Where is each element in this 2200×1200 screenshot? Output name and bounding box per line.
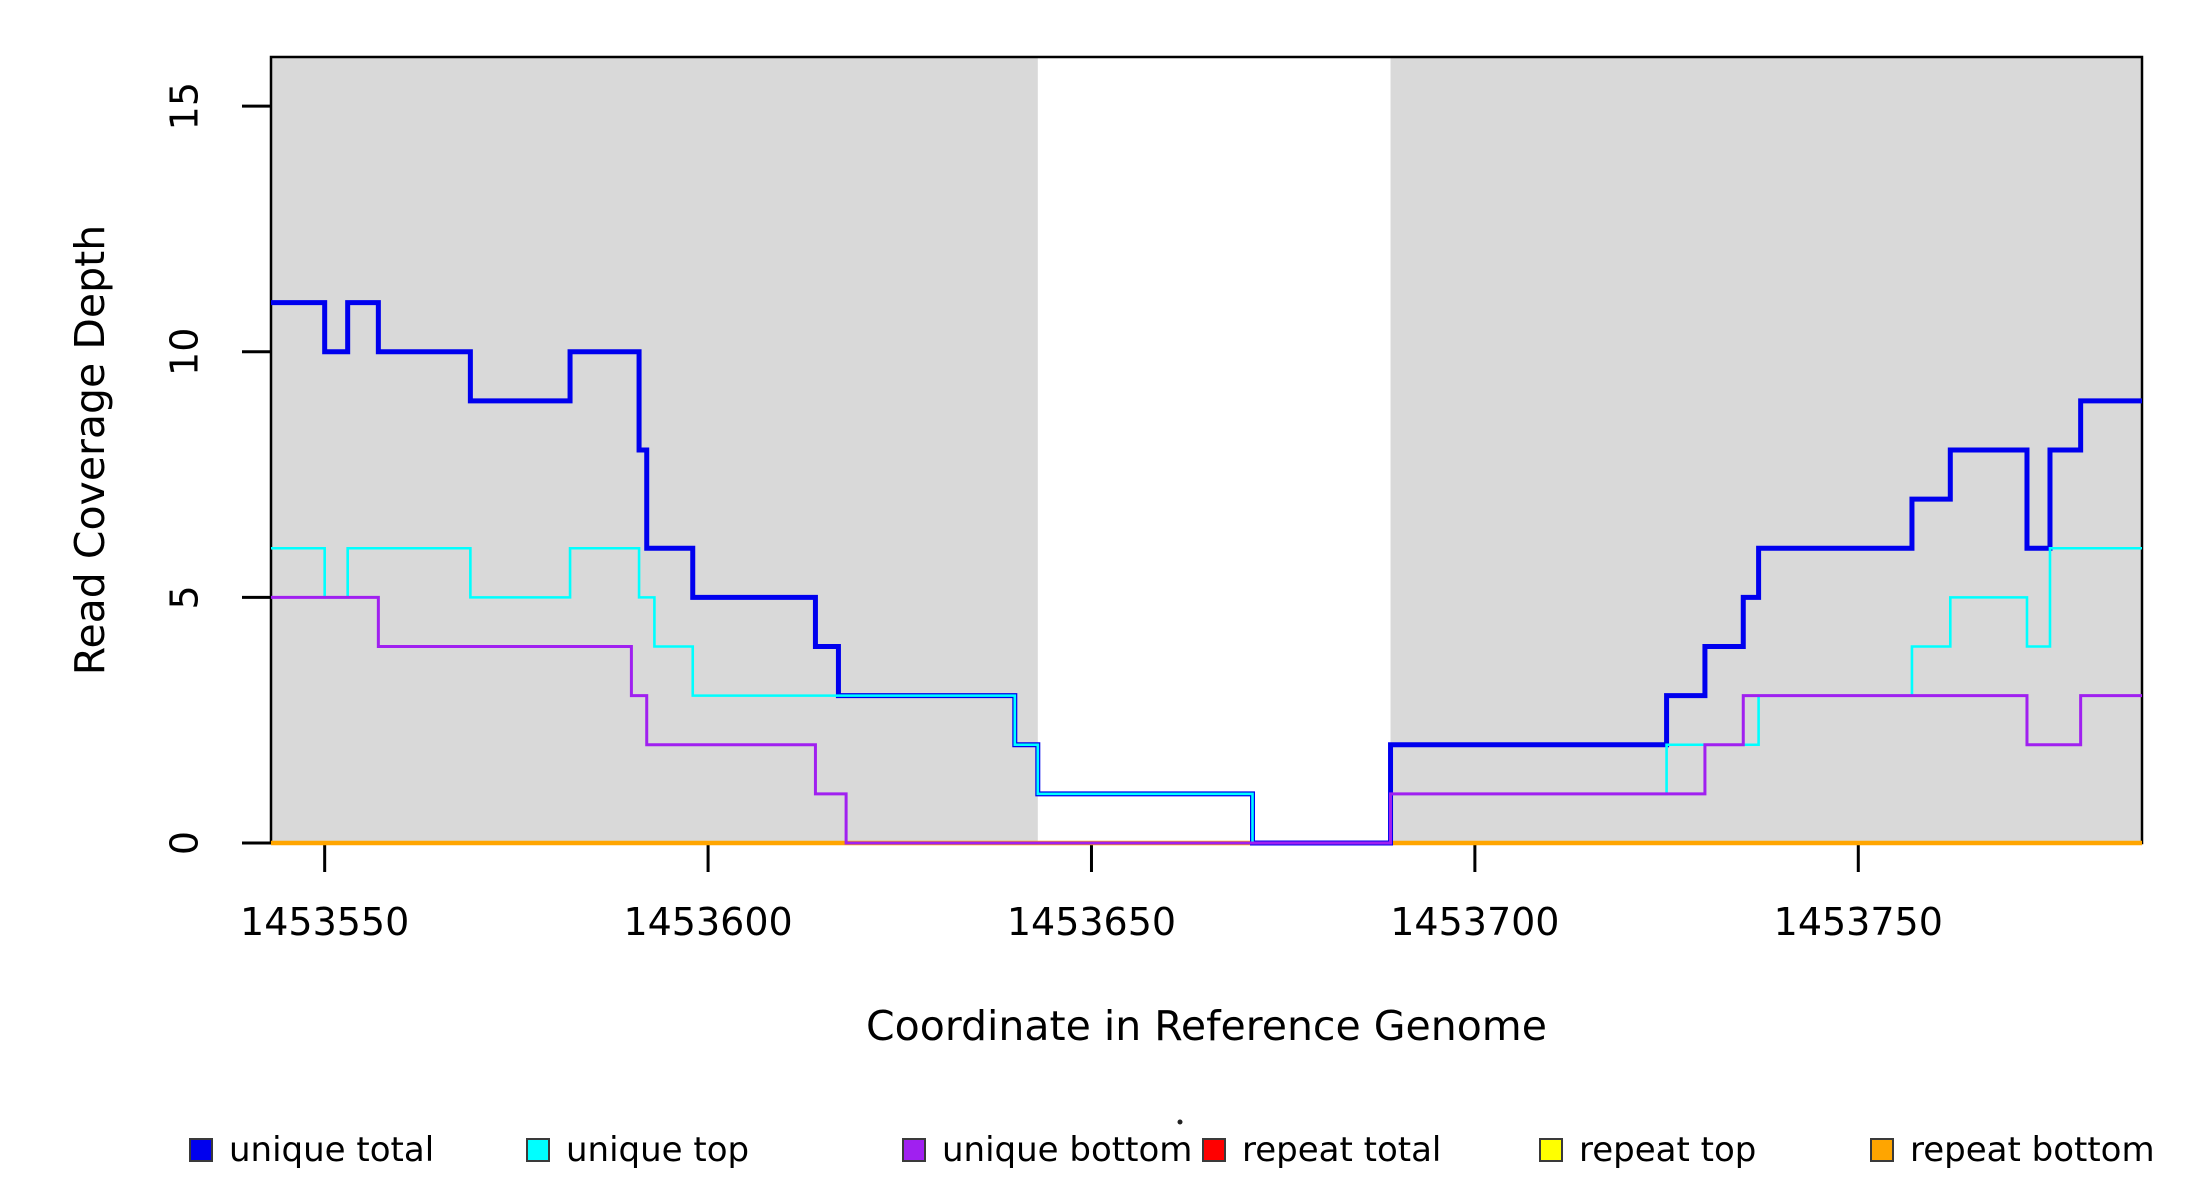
legend-swatch-repeat-total <box>1202 1138 1226 1162</box>
legend-item-repeat-bottom: repeat bottom <box>1870 1126 2155 1174</box>
x-tick-label: 1453550 <box>240 900 409 944</box>
x-tick-label: 1453750 <box>1774 900 1943 944</box>
legend-swatch-unique-total <box>189 1138 213 1162</box>
shaded-region <box>271 58 1038 843</box>
legend-item-unique-bottom: unique bottom <box>902 1126 1192 1174</box>
legend-item-repeat-total: repeat total <box>1202 1126 1441 1174</box>
y-tick-label: 5 <box>163 585 207 609</box>
legend-label: unique top <box>566 1130 750 1170</box>
y-tick-label: 0 <box>163 831 207 855</box>
series-unique-bottom <box>271 595 2142 845</box>
legend-label: repeat bottom <box>1910 1130 2155 1170</box>
legend-label: unique bottom <box>942 1130 1193 1170</box>
legend-item-unique-total: unique total <box>189 1126 434 1174</box>
legend-label: repeat top <box>1579 1130 1757 1170</box>
legend-item-unique-top: unique top <box>526 1126 749 1174</box>
legend-swatch-unique-bottom <box>902 1138 926 1162</box>
y-tick-label: 10 <box>163 328 207 376</box>
legend-swatch-unique-top <box>526 1138 550 1162</box>
x-tick-label: 1453650 <box>1007 900 1176 944</box>
legend-label: unique total <box>229 1130 435 1170</box>
x-tick-label: 1453700 <box>1390 900 1559 944</box>
legend: unique total unique top unique bottom repea… <box>0 1126 2200 1174</box>
legend-label: repeat total <box>1242 1130 1442 1170</box>
x-axis-title: Coordinate in Reference Genome <box>866 1002 1547 1050</box>
legend-swatch-repeat-bottom <box>1870 1138 1894 1162</box>
series-unique-top <box>271 546 2142 845</box>
y-tick-label: 15 <box>163 82 207 130</box>
legend-swatch-repeat-top <box>1539 1138 1563 1162</box>
y-axis-title: Read Coverage Depth <box>66 224 114 676</box>
legend-item-repeat-top: repeat top <box>1539 1126 1756 1174</box>
x-tick-label: 1453600 <box>623 900 792 944</box>
stray-dot <box>1177 1119 1183 1125</box>
